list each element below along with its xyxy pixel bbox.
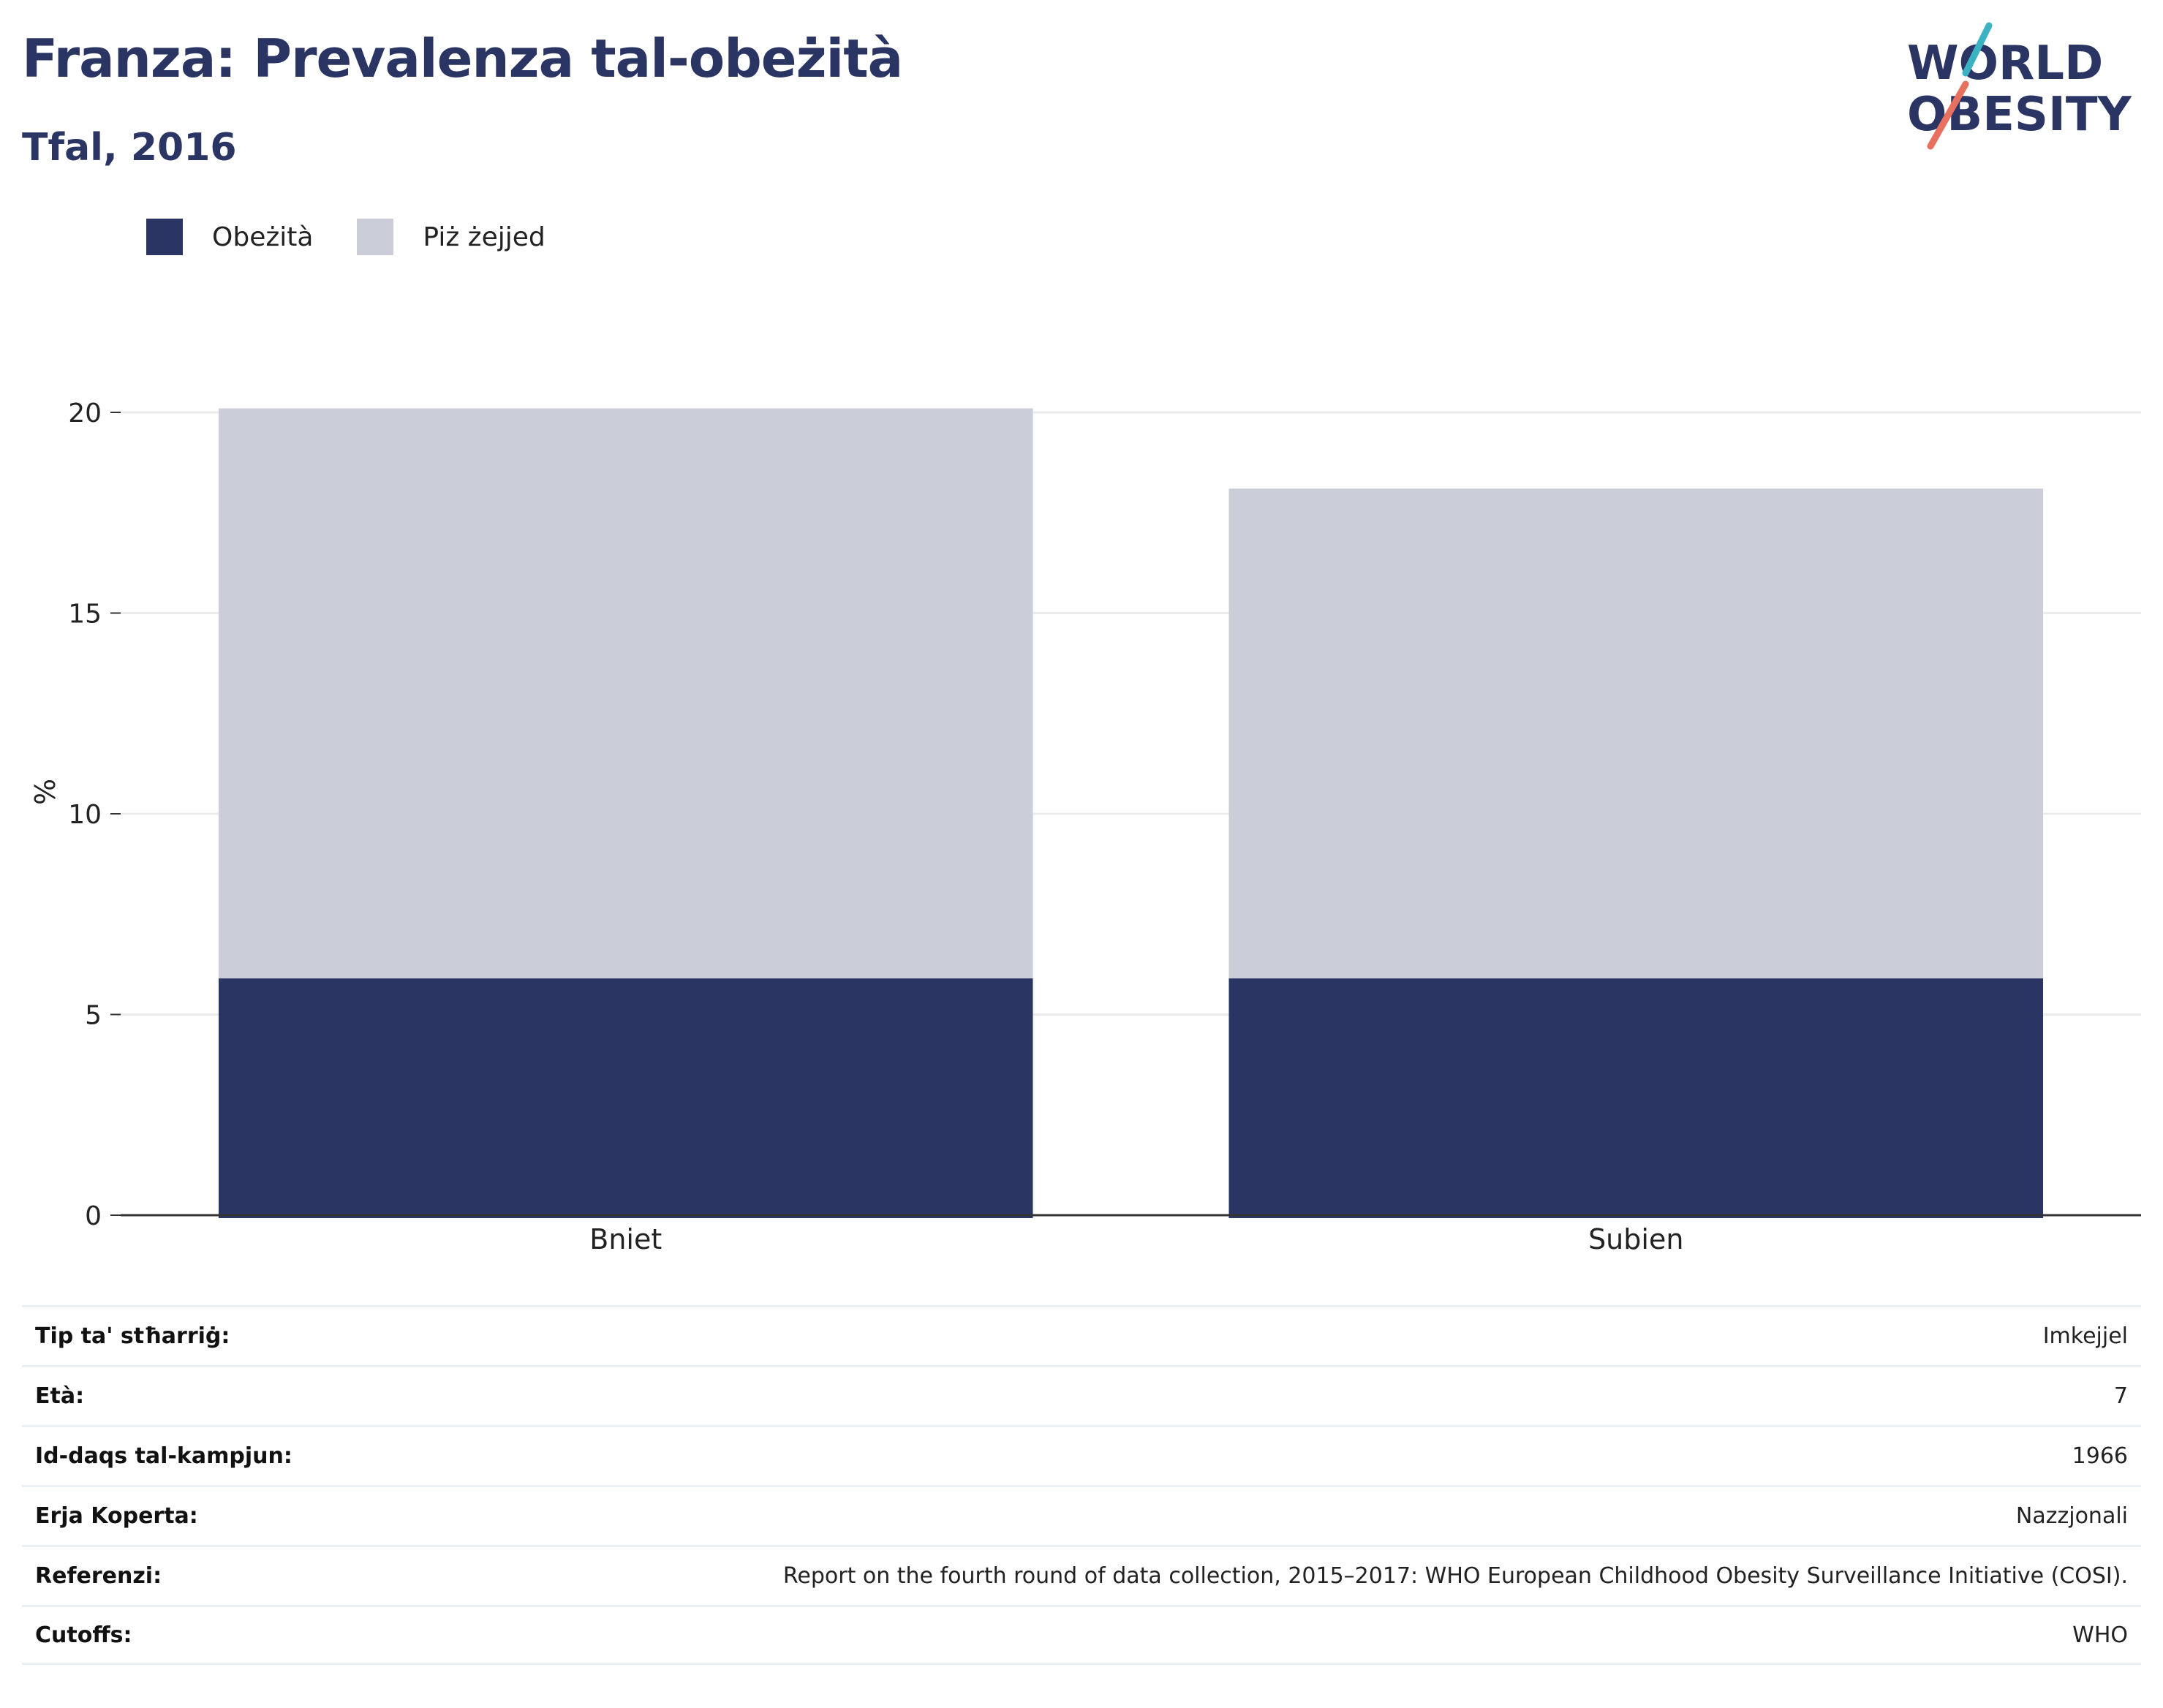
info-label: Id-daqs tal-kampjun: [35, 1443, 292, 1469]
y-tick-label: 15 [68, 600, 102, 630]
bar-obesity [1228, 978, 2043, 1218]
info-table: Tip ta' stħarriġ: Imkejjel Età: 7 Id-daq… [22, 1305, 2141, 1665]
legend-label-overweight: Piż żejjed [423, 222, 546, 252]
info-row-age: Età: 7 [22, 1365, 2141, 1425]
info-value: WHO [2072, 1622, 2128, 1648]
y-tick-label: 10 [68, 800, 102, 830]
info-row-survey-type: Tip ta' stħarriġ: Imkejjel [22, 1305, 2141, 1365]
bar-obesity [219, 978, 1033, 1218]
bar-overweight [1228, 488, 2043, 979]
y-tick-label: 5 [85, 1001, 102, 1031]
info-value: Report on the fourth round of data colle… [782, 1563, 2128, 1589]
x-tick-label: Subien [1588, 1223, 1683, 1255]
legend-label-obesity: Obeżità [212, 222, 314, 252]
info-row-cutoffs: Cutoffs: WHO [22, 1605, 2141, 1665]
info-label: Erja Koperta: [35, 1503, 198, 1529]
y-axis-label: % [29, 779, 61, 805]
info-row-sample-size: Id-daqs tal-kampjun: 1966 [22, 1425, 2141, 1485]
legend-item-obesity: Obeżità [146, 219, 313, 255]
chart-title: Franza: Prevalenza tal-obeżità [22, 28, 903, 89]
info-row-area: Erja Koperta: Nazzjonali [22, 1485, 2141, 1545]
info-value: 1966 [2072, 1443, 2128, 1469]
legend-item-overweight: Piż żejjed [357, 219, 546, 255]
logo-line1: WORLD [1907, 37, 2103, 91]
info-label: Età: [35, 1383, 85, 1409]
info-label: Referenzi: [35, 1563, 162, 1589]
y-tick-label: 20 [68, 398, 102, 428]
chart-legend: Obeżità Piż żejjed [146, 218, 589, 256]
y-tick-label: 0 [85, 1201, 102, 1231]
legend-swatch-overweight [357, 219, 394, 255]
chart-subtitle: Tfal, 2016 [22, 126, 237, 170]
logo-slash-bottom [1927, 80, 1969, 150]
info-label: Tip ta' stħarriġ: [35, 1323, 230, 1349]
legend-swatch-obesity [146, 219, 183, 255]
world-obesity-logo: WORLD OBESITY [1907, 22, 2132, 150]
info-value: 7 [2113, 1383, 2128, 1409]
info-row-references: Referenzi: Report on the fourth round of… [22, 1545, 2141, 1605]
bar-chart: 0 5 10 15 20% Bniet Subien [29, 398, 2141, 1255]
info-value: Imkejjel [2042, 1323, 2128, 1349]
info-value: Nazzjonali [2015, 1503, 2128, 1529]
bar-overweight [219, 408, 1033, 979]
logo-slash-top [1962, 22, 1993, 77]
info-label: Cutoffs: [35, 1622, 132, 1648]
x-tick-label: Bniet [589, 1223, 662, 1255]
